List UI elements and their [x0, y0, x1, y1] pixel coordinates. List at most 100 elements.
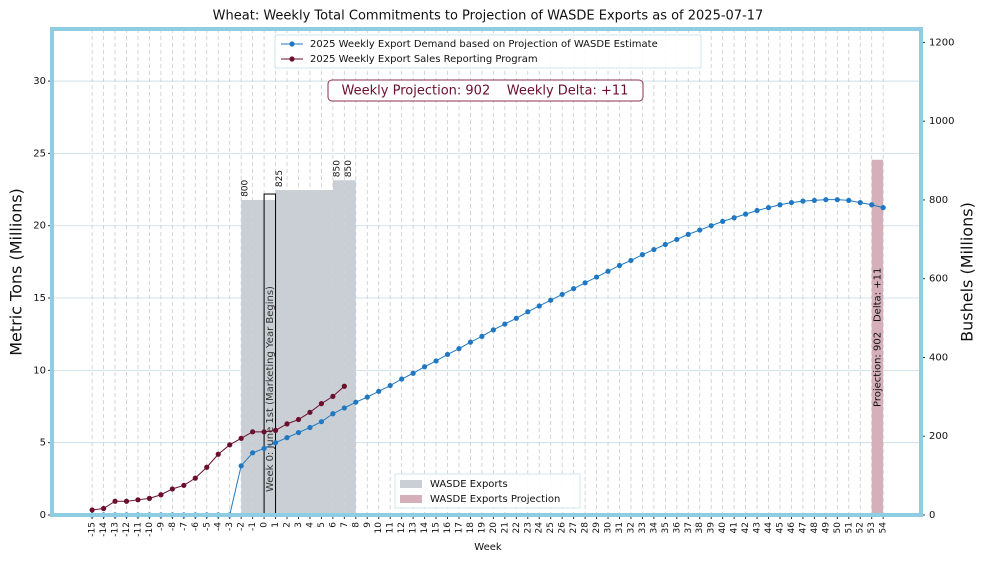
- series-point: [318, 401, 325, 407]
- x-tick-label: -4: [214, 522, 224, 531]
- x-tick-label: 21: [500, 522, 510, 533]
- series-point: [502, 321, 508, 327]
- series-point: [146, 495, 153, 501]
- x-tick-label: 25: [546, 522, 556, 533]
- legend-label: WASDE Exports: [430, 479, 508, 490]
- x-tick-label: 7: [340, 522, 350, 528]
- series-point: [204, 464, 210, 470]
- y2-tick-label: 800: [929, 195, 948, 206]
- x-tick-label: 54: [879, 522, 889, 534]
- series-point: [353, 399, 359, 405]
- series-point: [387, 382, 393, 389]
- y-tick-label: 30: [33, 76, 46, 87]
- annotation: Weekly Projection: 902 Weekly Delta: +11: [342, 84, 629, 99]
- series-point: [788, 199, 795, 206]
- x-tick-label: 19: [477, 522, 487, 534]
- x-tick-label: -8: [168, 522, 178, 531]
- x-tick-label: 13: [409, 522, 419, 533]
- series-point: [857, 199, 863, 206]
- series-point: [754, 207, 760, 214]
- x-tick-label: -6: [191, 522, 201, 531]
- series-point: [238, 463, 244, 469]
- x-tick-label: 20: [489, 522, 499, 534]
- series-point: [846, 197, 852, 204]
- x-tick-label: 0: [260, 522, 270, 528]
- bar-value-label: 850: [332, 160, 342, 177]
- series-point: [685, 231, 691, 237]
- x-tick-label: 39: [707, 522, 717, 534]
- x-tick-label: 36: [672, 522, 682, 534]
- x-tick-label: 51: [844, 522, 854, 533]
- bar: [344, 180, 356, 516]
- x-tick-label: 28: [581, 522, 591, 534]
- series-point: [444, 351, 451, 358]
- series-point: [548, 297, 554, 303]
- series-point: [467, 339, 474, 345]
- series-point: [341, 383, 347, 389]
- x-tick-label: 16: [443, 522, 453, 534]
- annotation-box: [327, 79, 644, 102]
- series-point: [628, 257, 634, 264]
- series-point: [284, 421, 290, 427]
- series-point: [410, 370, 416, 376]
- series-point: [250, 429, 256, 435]
- week-zero-label: Week 0: June 1st (Marketing Year Begins): [265, 286, 276, 492]
- x-tick-label: 32: [626, 522, 636, 533]
- x-tick-label: 26: [558, 522, 568, 534]
- y2-tick-label: 600: [929, 274, 948, 285]
- x-tick-label: 40: [718, 522, 728, 534]
- series-point: [765, 205, 772, 211]
- x-tick-label: 44: [764, 522, 774, 534]
- y-tick-label: 25: [33, 148, 46, 159]
- x-tick-label: 49: [821, 522, 831, 534]
- x-tick-label: 24: [535, 522, 545, 534]
- x-tick-label: 23: [523, 522, 533, 533]
- series-point: [158, 492, 164, 498]
- bar: [321, 190, 333, 515]
- series-point: [295, 416, 302, 423]
- legend-label: WASDE Exports Projection: [430, 494, 560, 505]
- x-tick-label: 9: [363, 522, 373, 528]
- x-tick-label: 11: [386, 522, 396, 533]
- x-tick-label: -2: [237, 522, 247, 531]
- series-point: [112, 498, 118, 504]
- x-tick-label: 15: [432, 522, 442, 533]
- series-point: [307, 424, 313, 431]
- series-point: [318, 419, 325, 425]
- bar-value-label: 800: [241, 179, 251, 196]
- series-point: [261, 429, 267, 435]
- legend-box: [394, 473, 581, 509]
- x-tick-label: 48: [810, 522, 820, 534]
- x-tick-label: -10: [145, 522, 155, 537]
- x-tick-label: -5: [202, 522, 212, 531]
- series-point: [582, 280, 588, 286]
- series-point: [708, 223, 714, 229]
- y-tick-label: 15: [33, 293, 46, 304]
- x-tick-label: 27: [569, 522, 579, 533]
- bar: [309, 190, 322, 515]
- x-axis-label: Week: [474, 542, 502, 553]
- series-point: [364, 394, 370, 400]
- chart-title: Wheat: Weekly Total Commitments to Proje…: [213, 9, 764, 24]
- series-point: [284, 435, 290, 441]
- series-point: [811, 197, 817, 204]
- projection-label: Delta: +11: [872, 268, 883, 322]
- legend-label: 2025 Weekly Export Sales Reporting Progr…: [310, 54, 538, 65]
- series-point: [479, 333, 485, 339]
- legend-swatch: [400, 495, 422, 503]
- x-tick-label: -12: [122, 522, 132, 537]
- bar-value-label: 825: [275, 170, 285, 187]
- legend-box: [274, 34, 702, 69]
- x-tick-label: 29: [592, 522, 602, 534]
- series-point: [250, 450, 256, 456]
- x-tick-label: 35: [661, 522, 671, 533]
- x-tick-label: 2: [283, 522, 293, 528]
- x-tick-label: 43: [753, 522, 763, 533]
- x-tick-label: 3: [294, 522, 304, 528]
- series-point: [456, 346, 462, 352]
- series-point: [651, 246, 657, 253]
- y-tick-label: 0: [40, 510, 46, 521]
- series-point: [272, 427, 279, 433]
- series-point: [880, 205, 886, 211]
- series-point: [330, 393, 336, 399]
